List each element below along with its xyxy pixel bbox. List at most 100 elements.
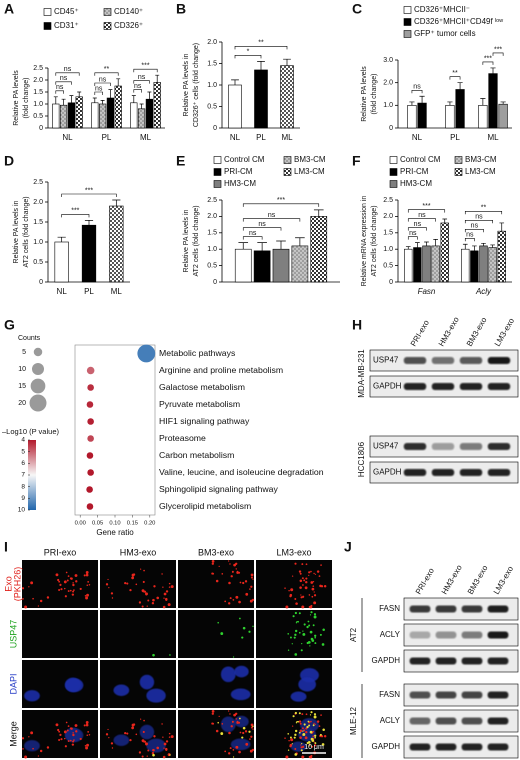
row-label: GAPDH <box>373 468 402 477</box>
red-signal <box>242 581 245 585</box>
red-signal <box>291 725 294 727</box>
legend-swatch <box>283 168 292 176</box>
panel-letter: E <box>176 153 185 169</box>
panel-letter: H <box>352 317 362 333</box>
legend-swatch <box>403 6 412 14</box>
red-signal <box>55 573 59 577</box>
legend-label: CD140⁺ <box>114 7 143 16</box>
y-tick-label: 0 <box>389 279 393 286</box>
y-axis-label: Relative PA levels in <box>13 200 20 263</box>
column-header: HM3-exo <box>437 315 461 348</box>
red-signal <box>299 736 302 739</box>
column-header: LM3-exo <box>492 564 516 596</box>
y-tick-label: 0 <box>213 125 217 132</box>
red-signal <box>228 731 231 735</box>
red-signal <box>146 605 148 607</box>
green-signal <box>308 724 311 727</box>
bar <box>137 108 146 129</box>
red-signal <box>310 581 314 584</box>
error-bar <box>442 218 448 223</box>
red-signal <box>126 732 129 735</box>
row-label: Merge <box>8 721 18 747</box>
red-signal <box>168 586 171 588</box>
x-tick-label: 0.15 <box>127 521 138 527</box>
green-signal <box>300 749 303 752</box>
red-signal <box>312 580 315 583</box>
green-signal <box>314 736 316 739</box>
bar <box>497 230 506 283</box>
red-signal <box>298 570 302 573</box>
red-signal <box>69 739 72 742</box>
red-signal <box>24 755 28 759</box>
column-header: BM3-exo <box>466 563 490 596</box>
green-signal <box>241 636 244 639</box>
y-tick-label: 1.5 <box>33 219 43 226</box>
blot-band <box>487 469 511 476</box>
error-bar <box>481 242 486 246</box>
y-tick-label: 2.0 <box>33 77 43 84</box>
red-signal <box>28 736 30 738</box>
red-signal <box>284 737 286 739</box>
bar <box>461 248 470 283</box>
sig-label: ns <box>249 230 257 237</box>
red-signal <box>316 570 320 573</box>
x-tick-label: NL <box>62 133 73 142</box>
y-tick-label: 0.5 <box>207 262 217 269</box>
blot-band <box>487 605 509 613</box>
red-signal <box>303 729 306 732</box>
green-signal <box>296 620 298 623</box>
blot-band <box>431 469 455 476</box>
sig-bracket <box>61 214 90 218</box>
error-bar <box>499 222 505 232</box>
red-signal <box>141 755 144 758</box>
blot-band <box>461 717 483 725</box>
error-bar <box>433 239 438 246</box>
legend-swatch <box>213 180 222 188</box>
bar <box>106 97 115 129</box>
sig-bracket <box>464 219 493 224</box>
red-signal <box>238 750 241 754</box>
red-signal <box>318 725 321 727</box>
sig-label: ** <box>104 66 110 73</box>
blot-band <box>487 631 509 639</box>
red-signal <box>152 748 155 752</box>
red-signal <box>224 600 227 603</box>
green-signal <box>242 626 246 630</box>
green-signal <box>322 628 325 631</box>
sig-label: ns <box>268 212 276 219</box>
sig-bracket <box>464 237 475 242</box>
sig-bracket <box>411 89 423 94</box>
red-signal <box>236 570 239 573</box>
red-signal <box>313 594 317 597</box>
micrograph <box>100 660 176 708</box>
red-signal <box>168 732 171 735</box>
y-tick-label: 0.5 <box>33 113 43 120</box>
red-signal <box>72 583 75 587</box>
nucleus <box>65 678 84 693</box>
row-label: Exo <box>3 576 13 592</box>
red-signal <box>250 573 254 577</box>
red-signal <box>86 743 89 747</box>
red-signal <box>143 719 145 722</box>
red-signal <box>311 745 314 748</box>
x-tick-label: ML <box>281 133 293 142</box>
red-signal <box>58 588 61 592</box>
legend-label: LM3-CM <box>294 167 325 176</box>
red-signal <box>244 730 248 733</box>
red-signal <box>285 755 289 759</box>
y-axis-label: Relative PA levels in <box>183 53 190 116</box>
error-bar <box>155 74 160 83</box>
green-signal <box>292 615 295 618</box>
green-signal <box>248 730 251 733</box>
red-signal <box>79 587 82 591</box>
red-signal <box>301 577 304 580</box>
red-signal <box>221 573 224 575</box>
green-signal <box>294 633 297 636</box>
red-signal <box>303 579 306 582</box>
scale-bar-label: 10 μm <box>304 744 324 751</box>
red-signal <box>71 743 75 746</box>
red-signal <box>235 595 239 599</box>
sig-label: ns <box>413 84 421 91</box>
error-bar <box>313 209 324 217</box>
